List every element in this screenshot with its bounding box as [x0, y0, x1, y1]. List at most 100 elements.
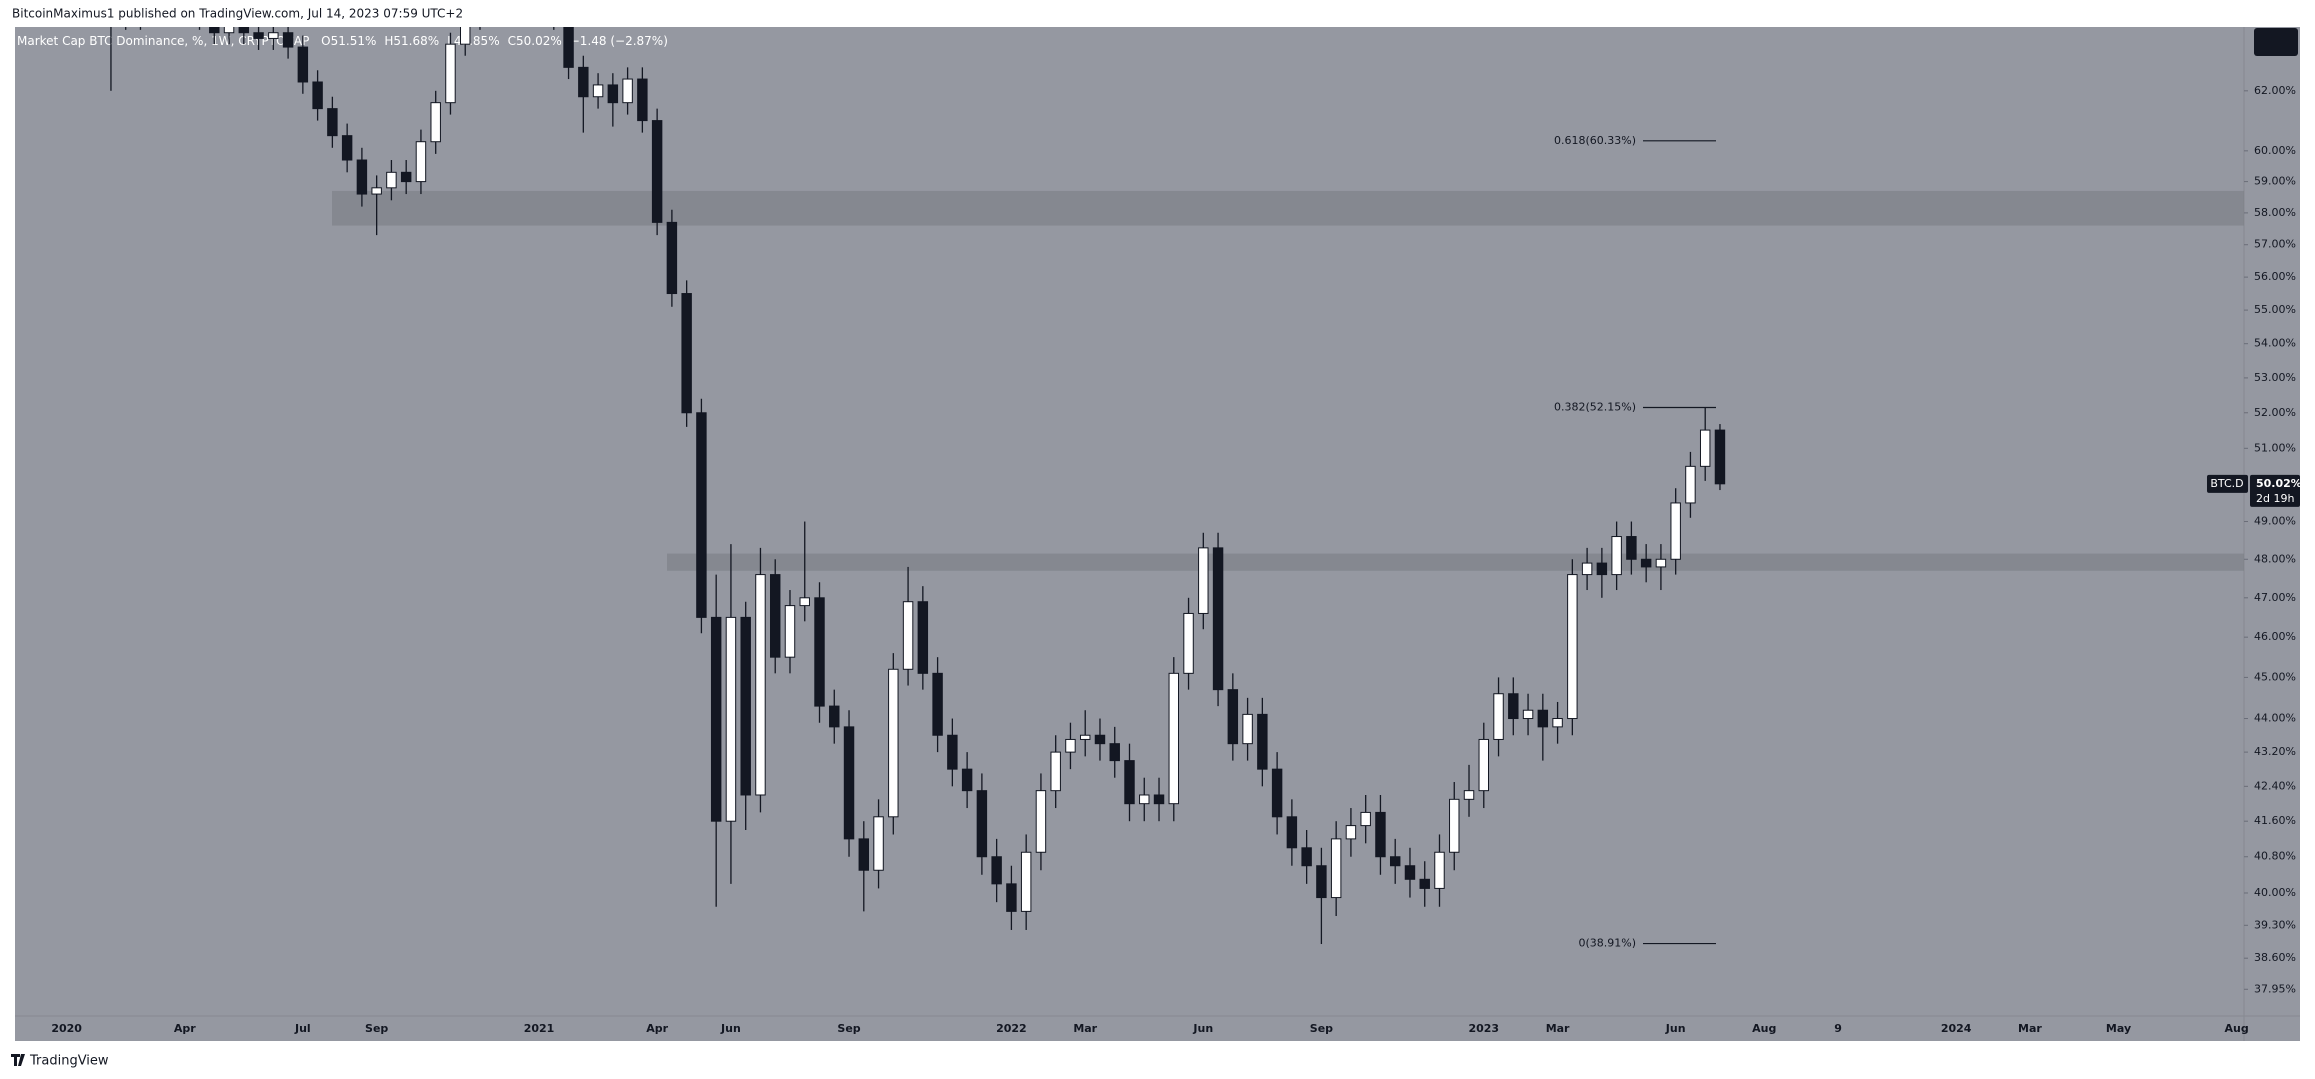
candle-body: [666, 221, 678, 295]
candle-body: [1434, 851, 1445, 889]
candle-body: [297, 46, 309, 83]
y-tick-label: 59.00%: [2254, 175, 2296, 188]
bar-countdown: 2d 19h: [2256, 492, 2294, 505]
candle-body: [578, 66, 589, 98]
y-tick-label: 41.60%: [2254, 814, 2296, 827]
candle-body: [696, 412, 707, 618]
candle-body: [1020, 851, 1032, 912]
candle-body: [769, 574, 781, 658]
y-tick-label: 38.60%: [2254, 951, 2296, 964]
candle-body: [253, 32, 264, 39]
legend-ohlc: O51.51%: [321, 34, 376, 48]
x-tick-label: Apr: [174, 1022, 196, 1035]
candle-body: [1404, 865, 1416, 880]
last-price-box: [2250, 474, 2300, 507]
x-tick-label: Jul: [294, 1022, 311, 1035]
candle-body: [1670, 502, 1681, 560]
candle-body: [1596, 562, 1608, 576]
candle-body: [106, 0, 115, 4]
x-tick-label: Mar: [1546, 1022, 1570, 1035]
candle-body: [1508, 693, 1519, 720]
x-tick-label: 2022: [996, 1022, 1027, 1035]
candle-body: [209, 27, 220, 34]
candle-body: [1714, 429, 1726, 485]
y-tick-label: 42.40%: [2254, 779, 2296, 792]
candle-body: [1301, 847, 1312, 867]
y-tick-label: 49.00%: [2254, 515, 2296, 528]
x-tick-label: May: [2106, 1022, 2131, 1035]
candle-body: [902, 601, 914, 670]
y-tick-label: 57.00%: [2254, 238, 2296, 251]
y-tick-label: 53.00%: [2254, 371, 2296, 384]
candle-body: [1493, 693, 1504, 740]
y-tick-label: 48.00%: [2254, 552, 2296, 565]
candle-body: [400, 171, 412, 183]
candle-body: [947, 734, 958, 770]
candle-body: [1271, 768, 1283, 818]
candle-body: [740, 616, 751, 796]
candle-body: [725, 616, 737, 822]
candle-body: [681, 293, 692, 414]
symbol-label: BTC.D: [2210, 477, 2243, 490]
candle-body: [1124, 760, 1135, 805]
publisher-header: BitcoinMaximus1 published on TradingView…: [12, 7, 463, 21]
candle-body: [1345, 825, 1357, 840]
candle-body: [505, 0, 514, 10]
candle-body: [888, 668, 899, 818]
candle-body: [1567, 574, 1578, 720]
candle-body: [1522, 709, 1534, 720]
candle-body: [991, 856, 1002, 885]
candle-body: [475, 4, 484, 18]
x-tick-label: Sep: [837, 1022, 860, 1035]
candle-body: [282, 32, 294, 48]
candle-body: [829, 705, 840, 728]
candle-body: [268, 32, 279, 39]
candle-body: [180, 0, 189, 4]
x-tick-label: Apr: [646, 1022, 668, 1035]
candle-body: [520, 0, 529, 10]
candle-body: [18, 0, 27, 4]
candle-body: [1552, 718, 1563, 728]
candle-body: [563, 27, 574, 68]
candle-body: [1094, 734, 1106, 745]
x-tick-label: 9: [1834, 1022, 1842, 1035]
x-tick-label: Aug: [1752, 1022, 1776, 1035]
candle-body: [637, 78, 648, 122]
candle-body: [47, 0, 56, 4]
candle-body: [1257, 713, 1268, 770]
candle-body: [799, 597, 810, 607]
candle-body: [1168, 672, 1180, 805]
candle-body: [1006, 883, 1017, 912]
candle-body: [1463, 790, 1475, 800]
candle-body: [430, 102, 441, 143]
candle-body: [607, 84, 619, 104]
candle-body: [1699, 429, 1711, 467]
settings-button[interactable]: [2254, 28, 2298, 56]
candle-body: [961, 768, 973, 792]
candle-body: [873, 816, 884, 871]
candle-body: [1242, 713, 1253, 745]
candle-body: [1316, 865, 1327, 899]
candle-body: [710, 616, 722, 822]
candle-body: [549, 0, 558, 18]
candle-body: [843, 726, 855, 840]
candle-body: [490, 0, 499, 4]
candle-body: [386, 171, 397, 189]
y-tick-label: 43.20%: [2254, 745, 2296, 758]
candle-body: [1685, 465, 1696, 504]
candle-body: [1581, 562, 1593, 576]
x-tick-label: Sep: [1310, 1022, 1333, 1035]
candle-body: [784, 605, 796, 658]
candle-body: [1655, 558, 1667, 568]
y-tick-label: 51.00%: [2254, 441, 2296, 454]
y-tick-label: 62.00%: [2254, 84, 2296, 97]
y-tick-label: 44.00%: [2254, 712, 2296, 725]
candle-body: [1212, 547, 1224, 691]
y-tick-label: 45.00%: [2254, 670, 2296, 683]
candle-body: [1050, 751, 1061, 792]
x-tick-label: 2021: [524, 1022, 555, 1035]
plot-area: 0.618(60.33%) 0.382(52.15%) 0(38.91%): [18, 0, 2244, 950]
candle-body: [223, 27, 235, 34]
